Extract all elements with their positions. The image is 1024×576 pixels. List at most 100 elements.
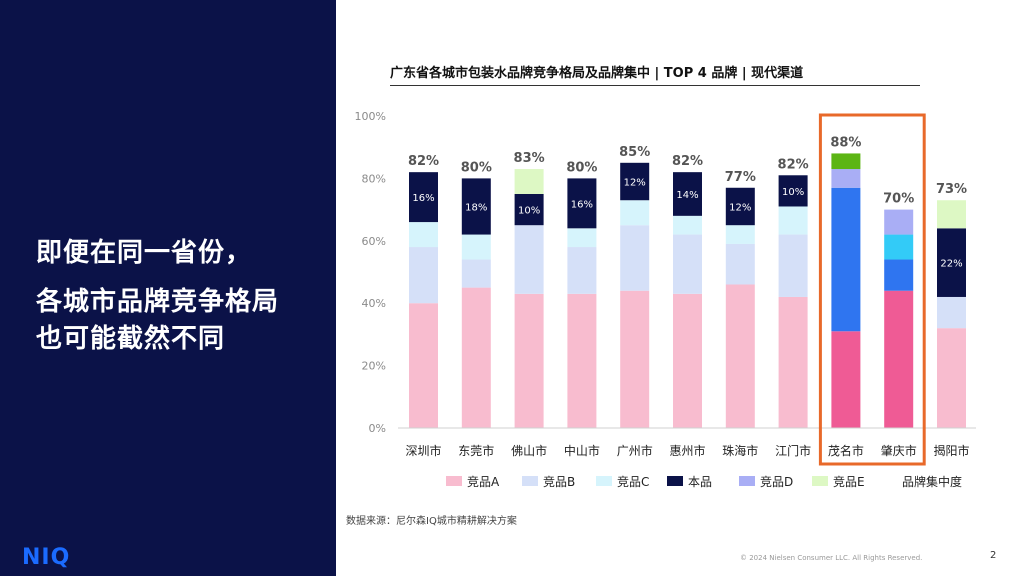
bar-segment — [831, 169, 861, 188]
bar-segment — [514, 225, 544, 294]
segment-label: 16% — [412, 193, 434, 204]
niq-logo: NIQ — [22, 545, 71, 570]
segment-label: 10% — [782, 187, 804, 198]
total-label: 77% — [725, 170, 756, 185]
bar-segment — [620, 162, 650, 201]
bar-segment — [725, 187, 755, 226]
total-label: 70% — [883, 192, 914, 207]
bar-segment — [567, 228, 597, 248]
bar-segment — [461, 259, 491, 288]
total-label: 83% — [514, 151, 545, 166]
legend-label: 本品 — [688, 475, 712, 489]
bar-segment — [884, 290, 914, 428]
legend-label: 竞品C — [617, 475, 649, 489]
x-tick-label: 深圳市 — [405, 443, 441, 458]
bar-segment — [884, 209, 914, 235]
x-tick-label: 珠海市 — [722, 443, 758, 458]
bar-segment — [673, 293, 702, 428]
x-tick-label: 揭阳市 — [933, 443, 969, 458]
x-tick-label: 江门市 — [775, 443, 811, 458]
x-tick-label: 肇庆市 — [881, 443, 917, 458]
y-tick-label: 60% — [362, 235, 386, 248]
bar-segment — [620, 200, 650, 226]
bar-segment — [884, 259, 914, 291]
bar-segment — [937, 228, 966, 297]
bar-segment — [831, 331, 861, 428]
legend-label: 竞品E — [833, 475, 865, 489]
left-panel: 即便在同一省份， 各城市品牌竞争格局 也可能截然不同 NIQ — [0, 0, 336, 576]
copyright-text: © 2024 Nielsen Consumer LLC. All Rights … — [740, 554, 923, 562]
bar-segment — [514, 194, 544, 226]
headline-line-2: 各城市品牌竞争格局 — [36, 287, 280, 317]
total-label: 85% — [619, 145, 650, 160]
headline-line-3: 也可能截然不同 — [36, 324, 226, 354]
x-tick-label: 惠州市 — [669, 443, 705, 458]
headline-line-1: 即便在同一省份， — [36, 238, 253, 268]
bar-segment — [725, 225, 755, 244]
bar-segment — [620, 290, 650, 428]
bar-segment — [461, 234, 491, 260]
legend-label: 竞品D — [760, 475, 793, 489]
total-label: 82% — [778, 157, 809, 172]
chart-title: 广东省各城市包装水品牌竞争格局及品牌集中 | TOP 4 品牌 | 现代渠道 — [390, 66, 804, 81]
bar-segment — [831, 187, 861, 332]
legend-swatch — [812, 476, 828, 486]
bar-segment — [567, 293, 597, 428]
bar-segment — [567, 178, 597, 229]
bar-segment — [778, 175, 808, 207]
bar-segment — [409, 247, 438, 304]
y-tick-label: 80% — [362, 172, 386, 185]
legend-extra-label: 品牌集中度 — [902, 474, 962, 489]
bar-segment — [673, 172, 702, 216]
legend-swatch — [446, 476, 462, 486]
legend-swatch — [667, 476, 683, 486]
bar-segment — [831, 153, 861, 170]
highlight-box — [818, 113, 926, 466]
bar-segment — [937, 328, 966, 428]
segment-label: 12% — [624, 178, 646, 189]
y-tick-label: 20% — [362, 360, 386, 373]
x-tick-label: 广州市 — [617, 443, 653, 458]
bar-segment — [673, 234, 702, 294]
x-tick-label: 佛山市 — [511, 443, 547, 458]
y-tick-label: 0% — [369, 422, 386, 435]
total-label: 82% — [408, 154, 439, 169]
bar-segment — [514, 293, 544, 428]
segment-label: 16% — [571, 199, 593, 210]
bar-segment — [725, 243, 755, 285]
bar-segment — [620, 225, 650, 291]
bar-segment — [937, 296, 966, 329]
x-tick-label: 中山市 — [564, 443, 600, 458]
legend-label: 竞品A — [467, 475, 500, 489]
bar-segment — [937, 200, 966, 229]
legend-swatch — [522, 476, 538, 486]
bar-segment — [409, 172, 438, 223]
bar-segment — [514, 169, 544, 194]
total-label: 80% — [461, 160, 492, 175]
segment-label: 22% — [940, 259, 962, 270]
bar-segment — [567, 247, 597, 294]
segment-label: 12% — [729, 202, 751, 213]
legend-swatch — [596, 476, 612, 486]
bar-segment — [778, 296, 808, 428]
y-tick-label: 100% — [355, 110, 386, 123]
bar-segment — [778, 206, 808, 235]
bar-segment — [409, 222, 438, 248]
segment-label: 14% — [676, 190, 698, 201]
bar-segment — [725, 284, 755, 428]
bar-segment — [778, 234, 808, 297]
page-number: 2 — [990, 550, 997, 561]
bar-segment — [673, 215, 702, 235]
legend-label: 竞品B — [543, 475, 575, 489]
total-label: 82% — [672, 154, 703, 169]
segment-label: 18% — [465, 202, 487, 213]
segment-label: 10% — [518, 206, 540, 217]
bar-segment — [461, 178, 491, 235]
x-tick-label: 东莞市 — [458, 443, 494, 458]
total-label: 80% — [566, 160, 597, 175]
data-source-note: 数据来源：尼尔森IQ城市精耕解决方案 — [346, 516, 517, 527]
title-divider — [390, 85, 920, 86]
bar-segment — [461, 287, 491, 428]
bar-segment — [409, 303, 438, 428]
